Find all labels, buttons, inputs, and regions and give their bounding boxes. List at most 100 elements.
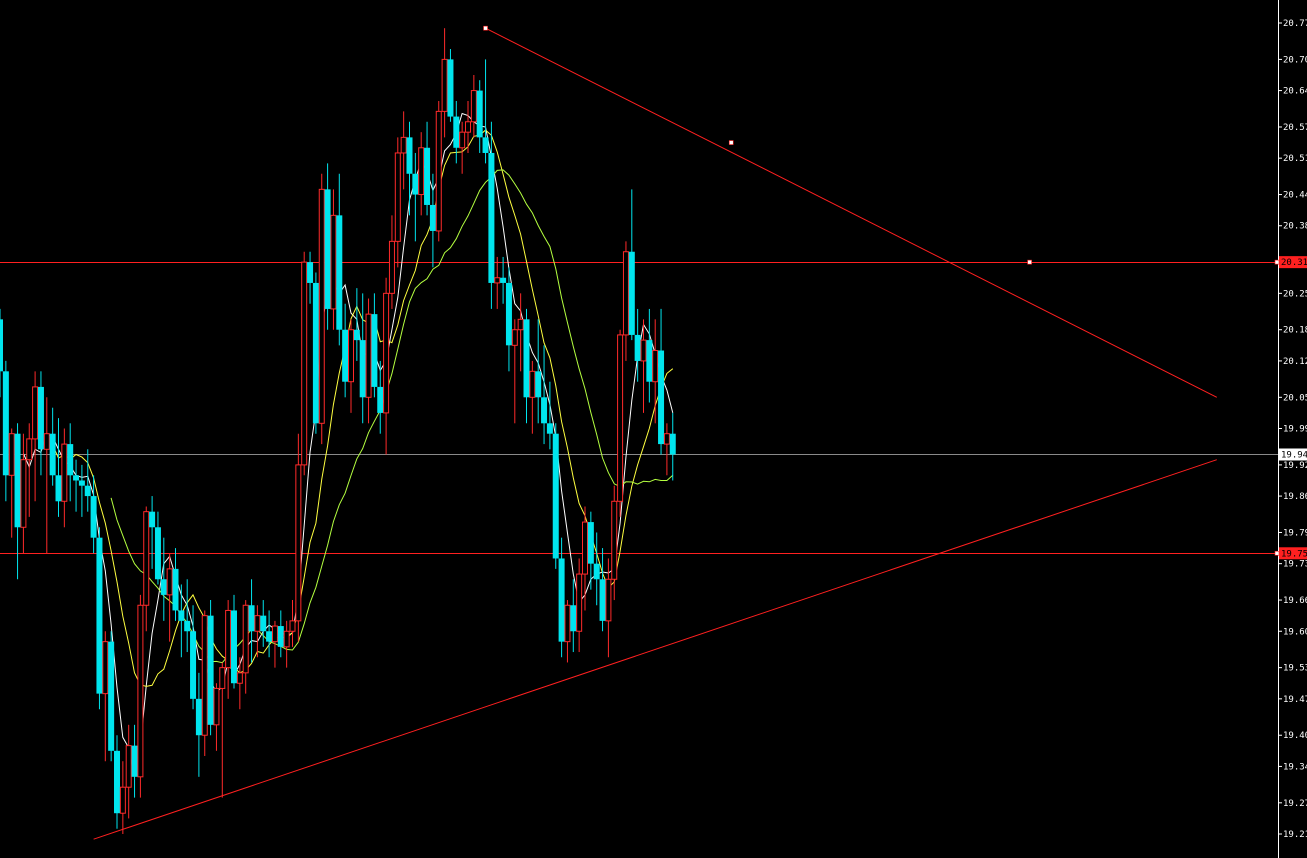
candle-body: [102, 641, 109, 695]
candle-body: [248, 605, 255, 632]
candle-down: [342, 303, 349, 398]
candle-body: [634, 334, 641, 361]
candle-body: [511, 329, 518, 346]
candle-up: [564, 600, 571, 663]
candle-down: [558, 537, 565, 658]
candle-body: [424, 147, 431, 205]
candle-up: [611, 485, 618, 601]
candle-down: [184, 579, 191, 653]
candle-up: [494, 256, 501, 309]
candle-body: [582, 521, 588, 575]
price-tick-label: 20.57: [1283, 123, 1307, 133]
candle-body: [459, 131, 466, 149]
candle-up: [441, 28, 448, 138]
candle-body: [14, 433, 21, 528]
trendline-anchor-handle: [1027, 259, 1032, 265]
candle-body: [301, 261, 308, 466]
candle-up: [383, 277, 390, 455]
candle-body: [599, 579, 606, 621]
candle-up: [102, 631, 109, 762]
candle-body: [388, 240, 395, 294]
candle-body: [190, 631, 197, 699]
candle-down: [371, 293, 378, 398]
candle-body: [447, 59, 454, 117]
trendline: [93, 459, 1217, 840]
candle-down: [312, 272, 319, 434]
candle-body: [336, 215, 343, 330]
candle-body: [617, 334, 624, 502]
candle-body: [283, 630, 290, 648]
candle-down: [266, 610, 273, 658]
candle-body: [73, 475, 80, 481]
price-tick-label: 20.70: [1283, 55, 1307, 65]
candle-down: [96, 527, 103, 710]
candle-up: [622, 241, 629, 361]
candle-up: [143, 506, 150, 632]
candle-down: [646, 308, 653, 403]
candle-body: [476, 90, 483, 138]
candle-body: [307, 262, 314, 283]
price-tick-label: 20.05: [1283, 393, 1307, 403]
price-tick-label: 20.18: [1283, 326, 1307, 336]
price-tick-label: 19.40: [1283, 731, 1307, 741]
price-tick-label: 20.44: [1283, 191, 1307, 201]
candle-body: [611, 500, 618, 580]
price-tick-label: 19.86: [1283, 492, 1307, 502]
candle-body: [663, 433, 670, 445]
candle-body: [67, 444, 74, 476]
candle-body: [593, 563, 600, 580]
candle-down: [84, 449, 91, 512]
candle-up: [295, 433, 302, 642]
candle-body: [494, 277, 501, 284]
candle-down: [114, 735, 120, 829]
candle-body: [242, 604, 249, 674]
candle-body: [465, 121, 471, 133]
price-tick-label: 19.66: [1283, 596, 1307, 606]
candle-body: [26, 438, 33, 461]
candle-body: [348, 329, 354, 383]
candle-body: [0, 319, 3, 372]
candle-body: [365, 313, 372, 398]
candle-down: [500, 256, 507, 304]
candle-up: [582, 506, 588, 611]
candle-body: [669, 433, 676, 455]
candle-body: [78, 480, 85, 486]
candle-body: [406, 137, 413, 174]
candle-down: [482, 59, 489, 164]
candle-up: [517, 293, 524, 372]
price-axis: 20.77 20.70 20.64 20.57 20.51 20.44 20.38 20.31…: [1274, 0, 1307, 858]
candle-body: [622, 251, 629, 336]
candle-down: [37, 371, 44, 476]
candle-down: [634, 308, 641, 382]
candle-body: [418, 147, 425, 196]
candle-up: [20, 433, 27, 554]
candle-up: [236, 657, 243, 710]
trendline-anchor-handle: [483, 25, 488, 31]
candle-down: [505, 267, 512, 372]
candle-up: [61, 428, 68, 528]
price-tick-label: 19.73: [1283, 560, 1307, 570]
candle-up: [125, 724, 132, 819]
price-badge-label: 19.94: [1281, 450, 1307, 460]
candle-body: [154, 527, 161, 580]
candle-body: [552, 433, 559, 559]
candle-down: [570, 579, 577, 653]
candle-body: [652, 350, 659, 383]
price-tick-label: 19.27: [1283, 799, 1307, 809]
price-badge-label: 19.75: [1281, 549, 1307, 559]
candle-down: [0, 308, 3, 398]
candle-body: [359, 340, 366, 398]
candle-body: [84, 485, 91, 497]
price-tick-label: 19.53: [1283, 664, 1307, 674]
trendline-anchor-handle: [728, 140, 734, 145]
candle-up: [470, 74, 477, 138]
candle-body: [260, 615, 267, 632]
candles: [0, 28, 676, 835]
candle-body: [523, 319, 530, 398]
candle-down: [160, 537, 167, 621]
candle-body: [178, 610, 185, 621]
candle-up: [459, 121, 466, 174]
candle-body: [371, 314, 378, 387]
candle-body: [324, 189, 331, 309]
candle-up: [254, 605, 261, 658]
